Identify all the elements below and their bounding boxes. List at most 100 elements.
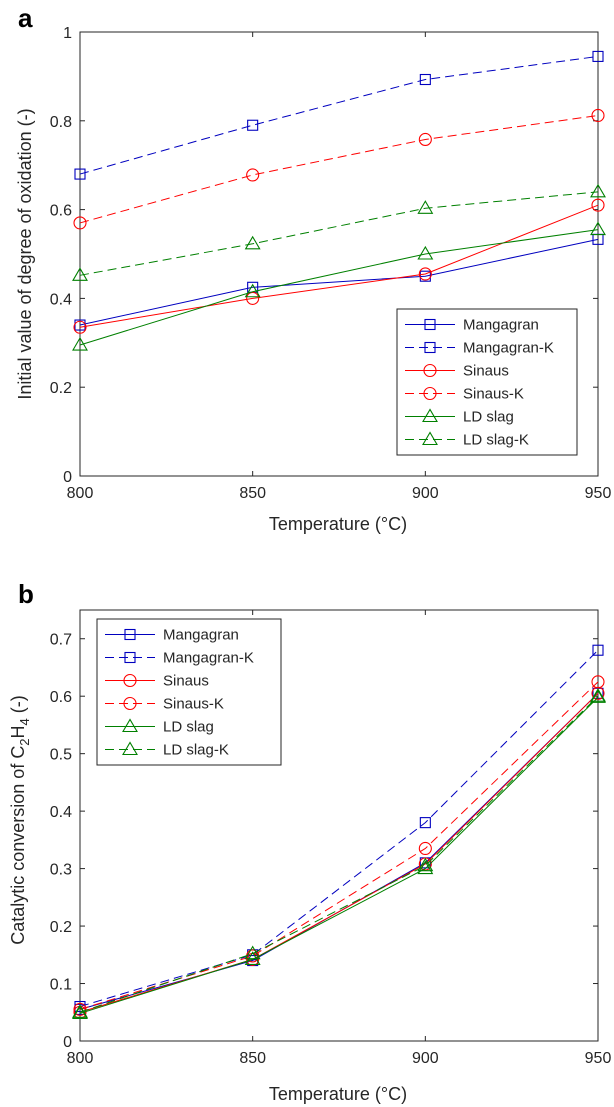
chart-1-ytick-label: 0.5 <box>50 747 72 764</box>
chart-b-ylabel: Catalytic conversion of C2H4 (-) <box>8 695 32 945</box>
chart-0-xtick-label: 800 <box>67 485 94 502</box>
chart-0-point <box>591 108 605 123</box>
chart-1-legend: Mangagran Mangagran-K Sinaus Sinaus-K LD sla… <box>96 618 282 766</box>
chart-1-legend-marker <box>124 628 136 641</box>
chart-1-point <box>419 817 431 829</box>
chart-1-legend-marker <box>123 696 137 711</box>
chart-0-xtick-label: 950 <box>585 485 612 502</box>
chart-0-legend-label: Sinaus <box>463 363 509 380</box>
chart-1-ytick-label: 0.2 <box>50 919 72 936</box>
chart-1-point <box>592 644 604 656</box>
chart-0-point <box>72 336 88 351</box>
chart-0-point <box>591 198 605 212</box>
chart-0-series-line-4 <box>79 229 599 346</box>
chart-b: 800 850 900 950 0 0.1 0.2 0.3 0.4 0.5 0.6 0.7 Mangag… <box>50 609 612 1067</box>
chart-0-legend: Mangagran Mangagran-K Sinaus Sinaus-K LD sla… <box>396 308 578 456</box>
chart-1-ytick-label: 0 <box>63 1034 72 1051</box>
chart-0-legend-marker <box>422 431 438 446</box>
chart-1-series-line-4 <box>79 696 599 1014</box>
chart-a: 800 850 900 95000.20.40.60.81MangagranManga… <box>50 25 612 502</box>
chart-0-ytick-label: 0.8 <box>50 114 72 131</box>
chart-1-ytick-label: 0.6 <box>50 689 72 706</box>
chart-1-legend-label: LD slag <box>163 719 214 736</box>
chart-1-point <box>590 688 606 702</box>
chart-1-series-line-5 <box>79 695 599 1013</box>
chart-0-point <box>73 320 87 334</box>
chart-a-xlabel: Temperature (°C) <box>269 514 407 534</box>
chart-1-legend-label: LD slag-K <box>163 742 229 759</box>
chart-0-series-line-5 <box>79 191 599 276</box>
chart-1-ytick-label: 0.1 <box>50 977 72 994</box>
chart-0-series-line-0 <box>79 238 599 326</box>
chart-0-point <box>72 267 88 281</box>
panel-a-letter: a <box>18 3 33 33</box>
chart-1-xtick-label: 800 <box>67 1050 94 1067</box>
chart-0-point <box>592 50 604 62</box>
chart-1-ytick-label: 0.7 <box>50 632 72 649</box>
chart-0-xtick-label: 850 <box>239 485 266 502</box>
chart-1-series-line-1 <box>79 649 599 1007</box>
chart-1-xtick-label: 900 <box>412 1050 439 1067</box>
chart-1-point <box>418 841 432 856</box>
chart-0-point <box>244 235 261 250</box>
chart-1-point <box>417 857 434 872</box>
chart-0-xtick-label: 900 <box>412 485 439 502</box>
chart-1-legend-label: Mangagran-K <box>163 650 254 667</box>
chart-0-point <box>590 183 606 198</box>
chart-0-legend-marker <box>423 363 437 378</box>
chart-1-legend-label: Sinaus-K <box>163 696 224 713</box>
chart-0-series-line-2 <box>79 204 599 328</box>
chart-1-point <box>72 1004 88 1018</box>
chart-b-xlabel: Temperature (°C) <box>269 1084 407 1104</box>
chart-1-legend-marker <box>122 718 138 733</box>
chart-1-legend-marker <box>122 741 138 756</box>
chart-0-point <box>590 221 606 236</box>
chart-1-legend-label: Mangagran <box>163 627 239 644</box>
chart-0-series-line-1 <box>79 55 599 175</box>
chart-0-ytick-label: 0.6 <box>50 203 72 220</box>
chart-0-point <box>418 267 432 281</box>
chart-0-point <box>419 73 431 86</box>
chart-1-legend-marker <box>123 673 137 688</box>
chart-0-point <box>73 216 87 230</box>
chart-1-series-line-2 <box>79 692 599 1013</box>
chart-1-point <box>73 1002 87 1016</box>
chart-0-legend-label: LD slag <box>463 409 514 426</box>
panel-b-letter: b <box>18 579 34 609</box>
chart-0-point <box>246 291 260 305</box>
chart-0-point <box>244 283 261 298</box>
chart-1-point <box>590 689 606 703</box>
chart-0-point <box>417 200 434 214</box>
chart-0-point <box>74 168 86 180</box>
chart-0-ytick-label: 0.4 <box>50 291 72 308</box>
chart-1-ytick-label: 0.4 <box>50 804 72 821</box>
chart-0-point <box>417 245 434 260</box>
chart-0-legend-label: Sinaus-K <box>463 386 524 403</box>
chart-0-ytick-label: 0 <box>63 469 72 486</box>
chart-1-legend-label: Sinaus <box>163 673 209 690</box>
chart-1-point <box>244 945 261 960</box>
chart-0-legend-box <box>396 308 578 456</box>
chart-a-ylabel: Initial value of degree of oxidation (-) <box>15 108 35 399</box>
chart-1-xtick-label: 950 <box>585 1050 612 1067</box>
chart-1-legend-box <box>96 618 282 766</box>
chart-1-xtick-label: 850 <box>239 1050 266 1067</box>
chart-0-point <box>246 168 260 182</box>
chart-0-ytick-label: 0.2 <box>50 380 72 397</box>
chart-0-legend-label: Mangagran <box>463 317 539 334</box>
chart-0-series-line-3 <box>79 114 599 224</box>
chart-0-legend-marker <box>422 408 438 423</box>
chart-0-legend-label: Mangagran-K <box>463 340 554 357</box>
chart-1-point <box>591 675 605 689</box>
chart-1-ytick-label: 0.3 <box>50 862 72 879</box>
chart-0-legend-marker <box>424 341 436 354</box>
chart-0-point <box>418 132 432 146</box>
chart-0-legend-marker <box>424 318 436 331</box>
chart-1-legend-marker <box>124 651 136 664</box>
chart-0-legend-label: LD slag-K <box>463 432 529 449</box>
chart-0-point <box>247 119 259 131</box>
chart-0-legend-marker <box>423 386 437 401</box>
chart-1-point <box>72 1005 88 1019</box>
chart-0-ytick-label: 1 <box>63 25 72 42</box>
